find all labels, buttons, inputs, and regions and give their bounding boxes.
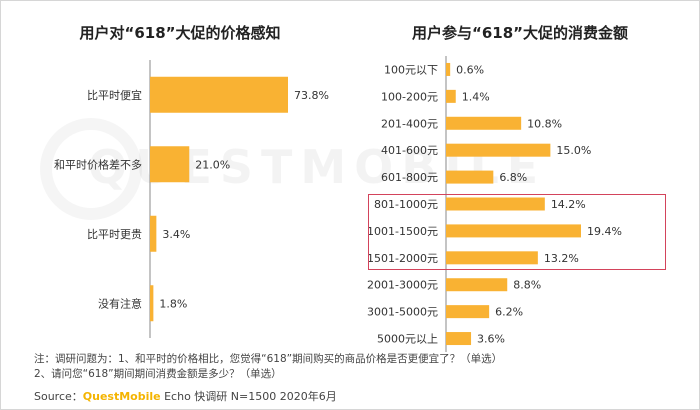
chart1-category-label: 100元以下 <box>384 63 438 76</box>
chart0-bar <box>150 215 157 252</box>
chart1-category-label: 201-400元 <box>381 117 438 130</box>
chart1-category-label: 1001-1500元 <box>367 225 438 238</box>
chart0-value-label: 73.8% <box>294 89 329 102</box>
note-line-1: 注：调研问题为：1、和平时的价格相比，您觉得“618”期间购买的商品价格是否更便… <box>34 353 503 365</box>
note-line-2: 2、请问您“618”期间期间消费金额是多少？（单选） <box>34 368 282 380</box>
chart1-value-label: 14.2% <box>551 198 586 211</box>
chart1-value-label: 3.6% <box>477 333 505 346</box>
chart0-bar <box>150 285 154 322</box>
chart1-bar <box>446 305 490 319</box>
chart1-value-label: 6.2% <box>495 306 523 319</box>
chart1-bar <box>446 89 456 103</box>
source-brand: QuestMobile <box>82 390 161 403</box>
chart1-bar <box>446 62 451 76</box>
chart1-value-label: 13.2% <box>544 252 579 265</box>
chart0-value-label: 3.4% <box>162 228 190 241</box>
chart1-value-label: 19.4% <box>587 225 622 238</box>
chart0-value-label: 21.0% <box>195 158 230 171</box>
source-rest: Echo 快调研 N=1500 2020年6月 <box>160 390 337 403</box>
right-chart-title: 用户参与“618”大促的消费金额 <box>411 24 629 42</box>
chart0-category-label: 比平时便宜 <box>87 88 142 102</box>
source-prefix: Source： <box>34 390 83 403</box>
chart1-value-label: 0.6% <box>456 63 484 76</box>
chart0-category-label: 比平时更贵 <box>87 228 142 241</box>
chart1-value-label: 1.4% <box>462 90 490 103</box>
source-line: Source：QuestMobile Echo 快调研 N=1500 2020年… <box>34 388 337 404</box>
chart1-bar <box>446 278 508 292</box>
left-chart-title: 用户对“618”大促的价格感知 <box>79 24 281 42</box>
chart1-bar <box>446 332 472 346</box>
chart1-category-label: 2001-3000元 <box>367 279 438 292</box>
chart1-bar <box>446 170 494 184</box>
chart1-bar <box>446 197 545 211</box>
chart0-bar <box>150 76 288 113</box>
chart1-bar <box>446 251 538 265</box>
chart1-category-label: 3001-5000元 <box>367 306 438 319</box>
chart1-bar <box>446 116 522 130</box>
chart0-category-label: 没有注意 <box>98 296 142 310</box>
chart1-category-label: 5000元以上 <box>377 333 438 346</box>
chart1-value-label: 15.0% <box>556 144 591 157</box>
chart1-value-label: 6.8% <box>499 171 527 184</box>
chart1-category-label: 401-600元 <box>381 144 438 157</box>
survey-notes: 注：调研问题为：1、和平时的价格相比，您觉得“618”期间购买的商品价格是否更便… <box>34 352 502 382</box>
chart0-value-label: 1.8% <box>159 297 187 310</box>
chart0-bar <box>150 146 190 183</box>
chart1-category-label: 801-1000元 <box>374 198 438 211</box>
highlight-box <box>368 194 666 270</box>
chart0-category-label: 和平时价格差不多 <box>54 157 142 171</box>
chart1-category-label: 1501-2000元 <box>367 252 438 265</box>
chart1-category-label: 100-200元 <box>381 90 438 103</box>
chart1-value-label: 10.8% <box>527 117 562 130</box>
chart1-value-label: 8.8% <box>513 279 541 292</box>
chart1-category-label: 601-800元 <box>381 171 438 184</box>
chart1-bar <box>446 143 551 157</box>
chart1-bar <box>446 224 581 238</box>
